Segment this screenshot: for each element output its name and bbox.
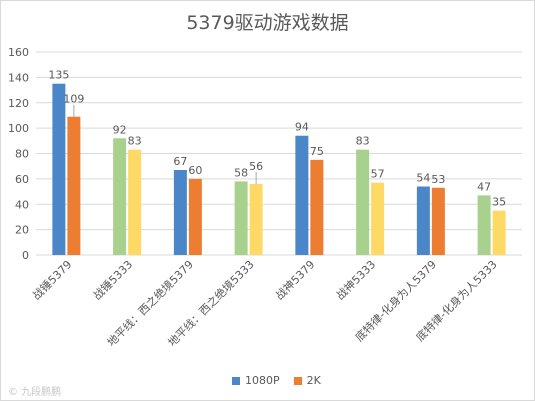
legend: 1080P 2K xyxy=(232,374,335,387)
legend-label-1080p: 1080P xyxy=(245,374,280,387)
y-tick-label: 40 xyxy=(15,198,29,211)
data-label: 58 xyxy=(234,166,248,179)
data-label: 135 xyxy=(48,69,69,82)
legend-item-1080p: 1080P xyxy=(232,374,280,387)
chart-title: 5379驱动游戏数据 xyxy=(186,12,349,34)
data-label: 92 xyxy=(113,123,127,136)
bar-1080p xyxy=(416,186,430,255)
legend-item-2k: 2K xyxy=(293,374,321,387)
data-label: 60 xyxy=(188,164,202,177)
bar-1080p xyxy=(356,149,370,255)
bar-2k xyxy=(128,149,142,255)
bar-2k xyxy=(310,159,324,255)
y-tick-label: 20 xyxy=(15,224,29,237)
y-tick-label: 100 xyxy=(8,122,29,135)
bar-2k xyxy=(249,183,263,255)
data-label: 67 xyxy=(173,155,187,168)
bar-1080p xyxy=(477,195,491,255)
x-tick-label: 战锤5379 xyxy=(29,257,74,302)
bar-1080p xyxy=(295,135,309,255)
bar-2k xyxy=(188,178,202,255)
legend-swatch-2k xyxy=(293,376,302,385)
x-tick-label: 战神5333 xyxy=(333,257,378,302)
bar-2k xyxy=(67,116,81,255)
data-label: 47 xyxy=(477,180,491,193)
y-tick-label: 140 xyxy=(8,71,29,84)
y-tick-label: 60 xyxy=(15,173,29,186)
legend-label-2k: 2K xyxy=(306,374,321,387)
bar-2k xyxy=(371,182,385,255)
bar-1080p xyxy=(234,181,248,255)
watermark: © 九段鹏鹏 xyxy=(8,387,62,398)
data-label: 35 xyxy=(492,196,506,209)
data-label: 53 xyxy=(431,173,445,186)
bar-1080p xyxy=(113,138,127,255)
data-label: 75 xyxy=(310,145,324,158)
data-label: 83 xyxy=(356,135,370,148)
y-tick-label: 160 xyxy=(8,46,29,59)
bar-1080p xyxy=(173,169,187,255)
bar-2k xyxy=(492,210,506,255)
bar-1080p xyxy=(52,83,66,255)
data-label: 57 xyxy=(371,168,385,181)
x-tick-label: 战神5379 xyxy=(272,257,317,302)
data-label: 56 xyxy=(249,160,263,173)
data-label: 54 xyxy=(416,171,430,184)
legend-swatch-1080p xyxy=(232,376,240,385)
y-tick-label: 120 xyxy=(8,97,29,110)
data-label: 109 xyxy=(63,93,84,106)
bar-2k xyxy=(431,187,445,255)
y-tick-label: 80 xyxy=(15,148,29,161)
x-tick-label: 战锤5333 xyxy=(90,257,135,302)
y-tick-label: 0 xyxy=(22,249,29,262)
data-label: 94 xyxy=(295,121,309,134)
data-label: 83 xyxy=(128,135,142,148)
